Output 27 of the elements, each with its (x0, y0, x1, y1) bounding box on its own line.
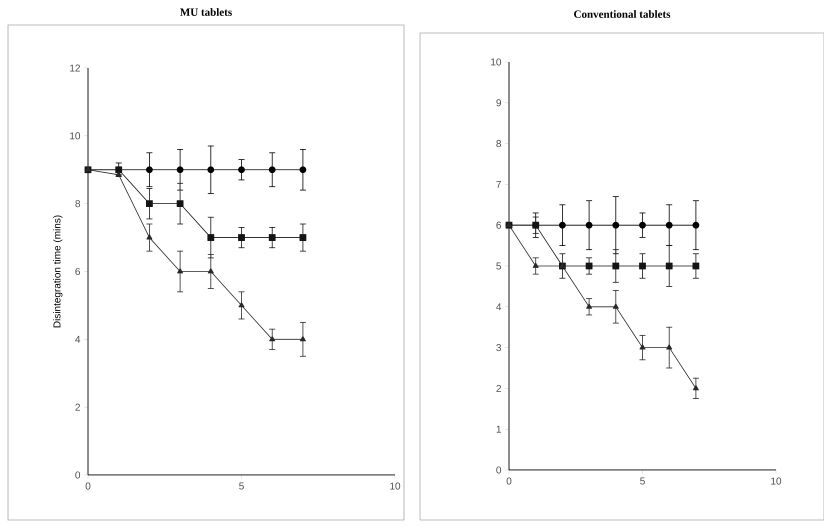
y-tick-label: 6 (75, 268, 80, 276)
y-tick-label: 7 (496, 180, 501, 188)
y-tick-label: 1 (496, 426, 501, 433)
y-axis-title: Disintegration time (mins) (53, 215, 62, 328)
x-tick-label: 5 (640, 478, 645, 484)
chart-title: MU tablets (180, 8, 232, 16)
y-tick-label: 2 (75, 404, 80, 411)
y-tick-label: 5 (496, 262, 502, 270)
y-tick-label: 12 (70, 64, 80, 72)
y-tick-label: 9 (496, 99, 502, 106)
y-tick-label: 3 (496, 344, 502, 352)
y-tick-label: 0 (75, 471, 80, 479)
x-tick-label: 0 (86, 482, 90, 490)
x-tick-label: 5 (239, 482, 244, 490)
y-tick-label: 2 (496, 384, 501, 392)
x-tick-label: 10 (390, 482, 400, 490)
y-tick-label: 6 (496, 222, 502, 229)
y-tick-label: 4 (75, 336, 80, 343)
y-tick-label: 8 (496, 140, 502, 148)
y-tick-label: 8 (75, 200, 80, 208)
y-tick-label: 4 (496, 303, 502, 310)
y-tick-label: 0 (496, 466, 502, 474)
x-tick-label: 0 (506, 478, 512, 485)
x-tick-label: 10 (771, 478, 782, 485)
y-tick-label: 10 (70, 132, 80, 140)
y-tick-label: 10 (491, 58, 502, 66)
chart-title: Conventional tablets (574, 10, 670, 18)
